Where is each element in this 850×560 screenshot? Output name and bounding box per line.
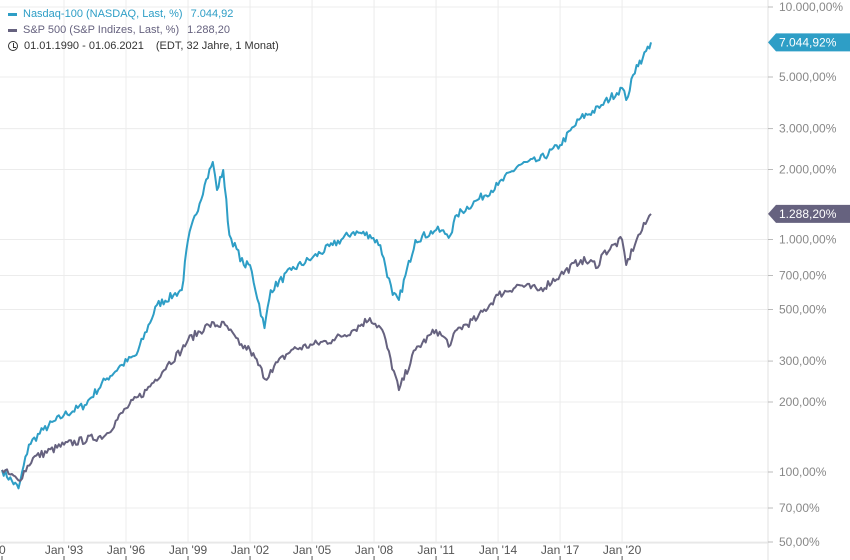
legend: Nasdaq-100 (NASDAQ, Last, %) 7.044,92 S&… xyxy=(8,6,279,54)
series-swatch xyxy=(8,12,17,16)
x-tick-label: Jan '96 xyxy=(107,543,146,557)
date-range-text: 01.01.1990 - 01.06.2021 xyxy=(24,40,144,52)
y-tick-label: 10.000,00% xyxy=(779,0,843,14)
legend-item-sp500[interactable]: S&P 500 (S&P Indizes, Last, %) 1.288,20 xyxy=(8,22,279,38)
x-tick-label: Jan '17 xyxy=(541,543,580,557)
y-tick-label: 3.000,00% xyxy=(779,122,837,136)
y-tick-label: 200,00% xyxy=(779,395,827,409)
legend-value: 7.044,92 xyxy=(190,8,234,20)
legend-label: S&P 500 (S&P Indizes, Last, %) xyxy=(23,24,180,36)
series-line-nasdaq-100 xyxy=(1,42,652,490)
last-value-callout xyxy=(768,33,850,52)
series-line-s-p-500 xyxy=(1,213,652,482)
x-tick-label: Jan '99 xyxy=(169,543,208,557)
x-tick-label: Jan '05 xyxy=(293,543,332,557)
x-tick-label: Jan '20 xyxy=(603,543,642,557)
y-tick-label: 300,00% xyxy=(779,354,827,368)
clock-icon xyxy=(8,41,18,51)
x-tick-label: 0 xyxy=(0,543,6,557)
x-tick-label: Jan '14 xyxy=(479,543,518,557)
series-swatch xyxy=(8,28,17,32)
x-tick-label: Jan '02 xyxy=(231,543,270,557)
last-value-label: 7.044,92% xyxy=(779,35,837,49)
y-tick-label: 1.000,00% xyxy=(779,233,837,247)
y-tick-label: 70,00% xyxy=(779,501,820,515)
y-tick-label: 2.000,00% xyxy=(779,163,837,177)
legend-label: Nasdaq-100 (NASDAQ, Last, %) xyxy=(23,8,183,20)
x-tick-label: Jan '11 xyxy=(417,543,455,557)
last-value-label: 1.288,20% xyxy=(779,207,837,221)
last-value-callout xyxy=(768,204,850,223)
y-tick-label: 500,00% xyxy=(779,302,827,316)
range-note: (EDT, 32 Jahre, 1 Monat) xyxy=(155,40,279,52)
y-tick-label: 5.000,00% xyxy=(779,70,837,84)
legend-value: 1.288,20 xyxy=(187,24,230,36)
y-tick-label: 100,00% xyxy=(779,465,827,479)
date-range: 01.01.1990 - 01.06.2021 (EDT, 32 Jahre, … xyxy=(8,38,279,54)
x-tick-label: Jan '08 xyxy=(355,543,394,557)
legend-item-nasdaq[interactable]: Nasdaq-100 (NASDAQ, Last, %) 7.044,92 xyxy=(8,6,279,22)
y-tick-label: 700,00% xyxy=(779,269,827,283)
y-tick-label: 50,00% xyxy=(779,535,820,549)
x-tick-label: Jan '93 xyxy=(45,543,84,557)
